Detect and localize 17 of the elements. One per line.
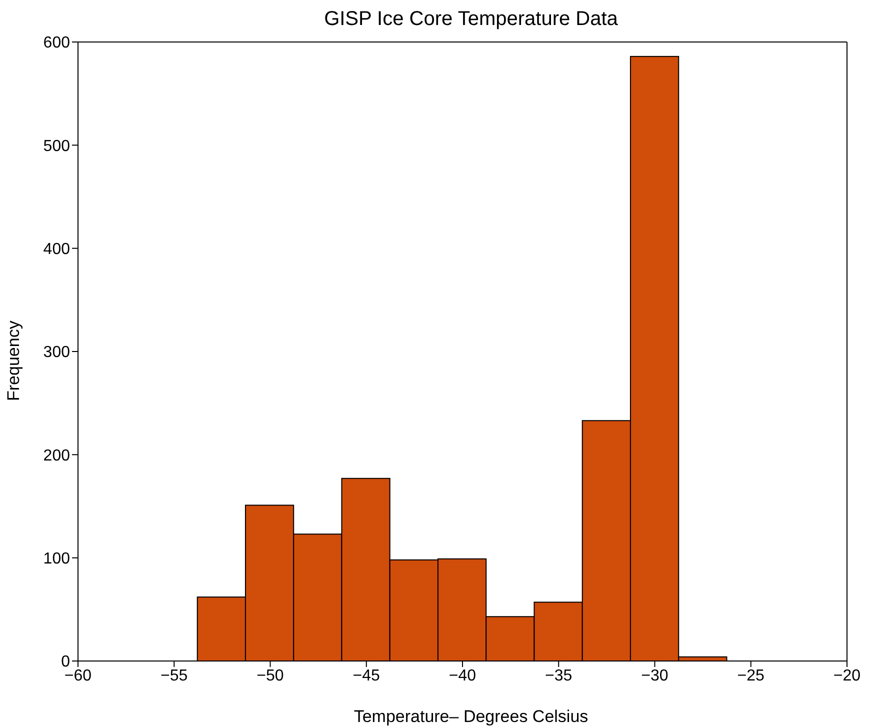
x-axis-title: Temperature– Degrees Celsius [352,707,590,727]
y-tick-label: 500 [43,138,70,155]
x-tick-label: −30 [641,667,668,684]
y-tick-label: 200 [43,447,70,464]
x-tick-label: −50 [256,667,284,684]
x-tick-label: −20 [833,667,861,684]
x-tick-label: −55 [160,667,188,684]
x-tick-label: −35 [545,667,572,684]
x-tick-label: −40 [448,667,476,684]
y-axis-title: Frequency [4,320,23,401]
y-tick-label: 100 [43,550,70,568]
y-tick-label: 300 [43,344,70,362]
chart-title: GISP Ice Core Temperature Data [323,8,619,31]
x-tick-label: −25 [737,667,765,684]
x-tick-label: −45 [352,667,380,684]
y-tick-label: 600 [43,34,70,52]
y-tick-label: 400 [43,241,70,258]
